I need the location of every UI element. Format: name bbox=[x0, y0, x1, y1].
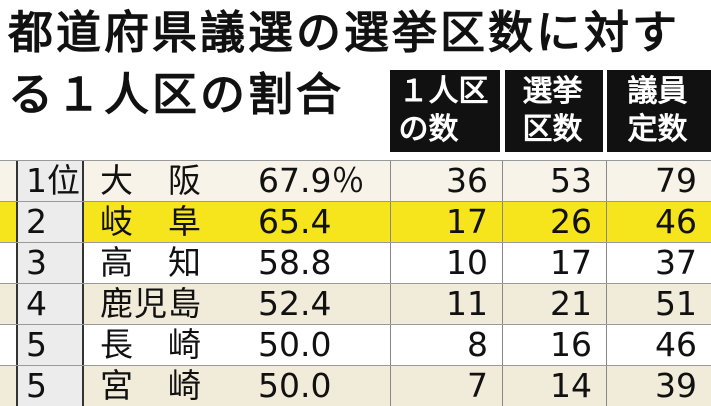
ratio: 58.8 bbox=[258, 243, 332, 282]
seat-count: 46 bbox=[606, 202, 711, 242]
ratio: 52.4 bbox=[258, 284, 332, 323]
single-seat-count: 7 bbox=[390, 366, 502, 406]
single-seat-count: 11 bbox=[390, 284, 502, 324]
seat-count: 79 bbox=[606, 161, 711, 201]
district-count: 26 bbox=[502, 202, 606, 242]
table-row: 5 長 崎 50.0 8 16 46 bbox=[0, 324, 711, 365]
table-row: 5 宮 崎 50.0 7 14 39 bbox=[0, 365, 711, 406]
prefecture: 長 崎 bbox=[100, 325, 202, 364]
header-cell: 選挙区数 bbox=[505, 70, 603, 152]
rank: 2 bbox=[16, 202, 84, 242]
prefecture: 宮 崎 bbox=[100, 366, 202, 405]
rank: 5 bbox=[16, 366, 84, 406]
single-seat-count: 8 bbox=[390, 325, 502, 365]
single-seat-count: 36 bbox=[390, 161, 502, 201]
district-count: 16 bbox=[502, 325, 606, 365]
table-row: 4 鹿児島 52.4 11 21 51 bbox=[0, 283, 711, 324]
ratio: 65.4 bbox=[258, 202, 332, 241]
seat-count: 51 bbox=[606, 284, 711, 324]
rank: 1位 bbox=[16, 161, 84, 201]
ratio: 67.9％ bbox=[258, 161, 365, 200]
table: 1位大 阪 67.9％ 36 53 79 2 岐 阜 65.4 17 26 46 3 高 知 58.8 10… bbox=[0, 160, 711, 406]
seat-count: 46 bbox=[606, 325, 711, 365]
rank: 3 bbox=[16, 243, 84, 283]
title: 都道府県議選の選挙区数に対する１人区の割合 bbox=[8, 6, 681, 121]
district-count: 14 bbox=[502, 366, 606, 406]
table-row: 3 高 知 58.8 10 17 37 bbox=[0, 242, 711, 283]
header-text: １人区の数 bbox=[398, 74, 489, 147]
rank: 5 bbox=[16, 325, 84, 365]
single-seat-count: 17 bbox=[390, 202, 502, 242]
header-cell: １人区の数 bbox=[390, 70, 500, 152]
prefecture: 高 知 bbox=[100, 243, 202, 282]
table-row: 1位大 阪 67.9％ 36 53 79 bbox=[0, 160, 711, 201]
table-row: 2 岐 阜 65.4 17 26 46 bbox=[0, 201, 711, 242]
district-count: 17 bbox=[502, 243, 606, 283]
prefecture: 岐 阜 bbox=[100, 202, 202, 241]
district-count: 21 bbox=[502, 284, 606, 324]
header-cell: 議員定数 bbox=[607, 70, 711, 152]
prefecture: 鹿児島 bbox=[100, 284, 202, 323]
seat-count: 39 bbox=[606, 366, 711, 406]
prefecture: 大 阪 bbox=[100, 161, 202, 200]
ratio: 50.0 bbox=[258, 366, 332, 405]
district-count: 53 bbox=[502, 161, 606, 201]
header-text: 選挙区数 bbox=[522, 74, 583, 147]
seat-count: 37 bbox=[606, 243, 711, 283]
single-seat-count: 10 bbox=[390, 243, 502, 283]
header-text: 議員定数 bbox=[627, 74, 688, 147]
ratio: 50.0 bbox=[258, 325, 332, 364]
rank: 4 bbox=[16, 284, 84, 324]
